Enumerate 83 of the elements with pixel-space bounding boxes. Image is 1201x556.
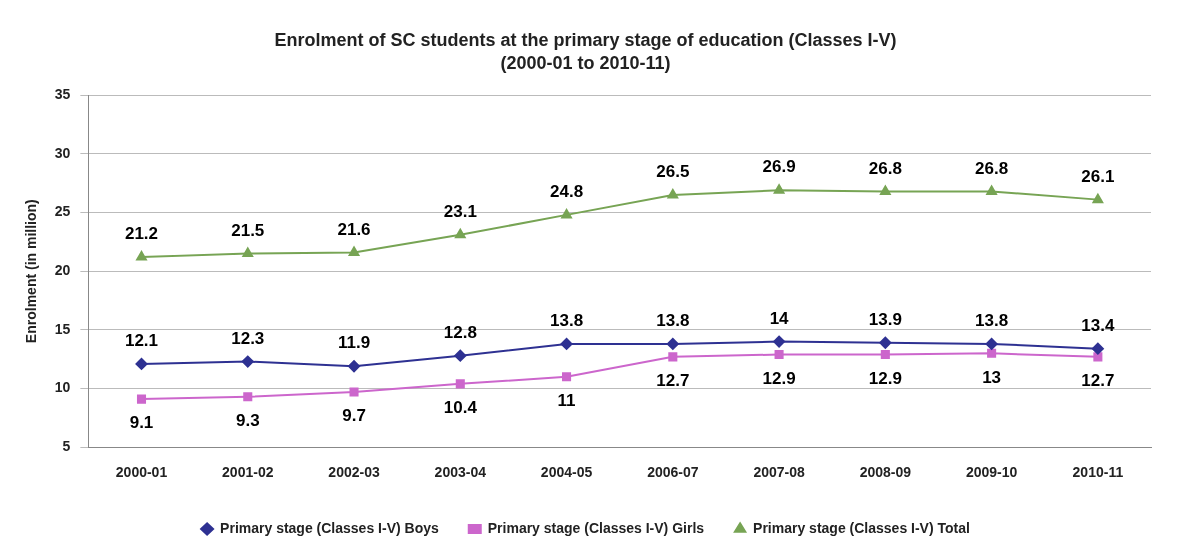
- x-tick-label: 2002-03: [328, 464, 380, 481]
- x-tick-label: 2009-10: [965, 464, 1018, 481]
- x-tick-label: 2003-04: [434, 464, 487, 481]
- data-label: 26.8: [868, 158, 902, 178]
- point: [667, 188, 679, 199]
- data-label: 11.9: [337, 333, 371, 353]
- point: [241, 355, 254, 368]
- data-label: 13: [982, 367, 1002, 387]
- point: [348, 360, 361, 373]
- data-label: 26.1: [1081, 166, 1115, 186]
- point: [1091, 342, 1104, 355]
- data-label: 13.8: [550, 311, 584, 331]
- point: [880, 349, 890, 360]
- x-tick-label: 2007-08: [753, 464, 805, 481]
- point: [243, 392, 253, 402]
- point: [987, 348, 997, 358]
- data-label: 11: [557, 390, 576, 410]
- legend-label: Primary stage (Classes I-V) Girls: [487, 519, 705, 536]
- point: [562, 372, 572, 382]
- y-tick-label: 35: [54, 86, 71, 103]
- data-label: 26.9: [762, 157, 796, 177]
- data-label: 12.1: [124, 331, 159, 351]
- point: [454, 349, 467, 362]
- point: [668, 352, 678, 362]
- point: [455, 379, 465, 389]
- point: [242, 247, 254, 258]
- point: [1093, 352, 1103, 362]
- data-label: 9.3: [235, 410, 260, 430]
- x-tick-label: 2004-05: [540, 464, 593, 481]
- data-label: 26.5: [656, 162, 690, 182]
- data-label: 13.8: [656, 311, 690, 331]
- x-tick-label: 2006-07: [647, 464, 699, 481]
- point: [774, 349, 784, 360]
- x-tick-label: 2000-01: [115, 464, 168, 481]
- x-tick-label: 2001-02: [222, 464, 274, 481]
- point: [880, 185, 891, 195]
- x-tick-label: 2008-09: [859, 464, 912, 481]
- point: [136, 251, 147, 261]
- data-label: 14: [769, 308, 790, 328]
- data-label: 9.1: [129, 413, 154, 433]
- point: [666, 337, 679, 350]
- point: [879, 336, 892, 349]
- y-tick-label: 30: [54, 144, 71, 161]
- point: [773, 335, 786, 348]
- chart-subtitle: (2000-01 to 2010-11): [500, 53, 671, 74]
- y-tick-label: 15: [54, 320, 71, 337]
- data-label: 24.8: [550, 182, 584, 202]
- point: [1092, 193, 1104, 204]
- data-label: 10.4: [443, 398, 478, 418]
- legend-label: Primary stage (Classes I-V) Boys: [220, 519, 439, 536]
- data-label: 12.8: [443, 322, 477, 342]
- point: [454, 228, 466, 239]
- data-label: 21.2: [124, 224, 159, 244]
- point: [560, 337, 573, 350]
- data-label: 21.5: [231, 220, 265, 240]
- y-tick-label: 5: [62, 438, 71, 455]
- point: [561, 208, 572, 219]
- data-label: 12.9: [868, 368, 902, 388]
- chart-title: Enrolment of SC students at the primary stage of education (Classes I-V): [274, 29, 897, 50]
- point: [773, 184, 785, 194]
- y-axis-title: Enrolment (in million): [23, 199, 40, 344]
- data-label: 12.7: [656, 371, 690, 391]
- data-label: 13.8: [975, 311, 1009, 331]
- y-tick-label: 10: [54, 379, 71, 396]
- data-label: 12.9: [762, 368, 796, 388]
- y-tick-label: 25: [54, 203, 71, 220]
- data-label: 13.4: [1081, 315, 1115, 335]
- legend-label: Primary stage (Classes I-V) Total: [753, 519, 970, 536]
- data-label: 12.3: [231, 328, 265, 348]
- point: [135, 357, 148, 370]
- data-label: 21.6: [337, 219, 371, 239]
- point: [349, 387, 359, 397]
- data-label: 23.1: [443, 202, 477, 222]
- point: [136, 394, 147, 404]
- y-tick-label: 20: [54, 262, 71, 279]
- point: [986, 185, 997, 195]
- data-label: 13.9: [868, 309, 902, 329]
- data-label: 12.7: [1081, 371, 1115, 391]
- x-tick-label: 2010-11: [1072, 464, 1124, 481]
- data-label: 9.7: [342, 406, 366, 426]
- point: [985, 337, 998, 350]
- point: [348, 246, 360, 256]
- data-label: 26.8: [975, 158, 1009, 178]
